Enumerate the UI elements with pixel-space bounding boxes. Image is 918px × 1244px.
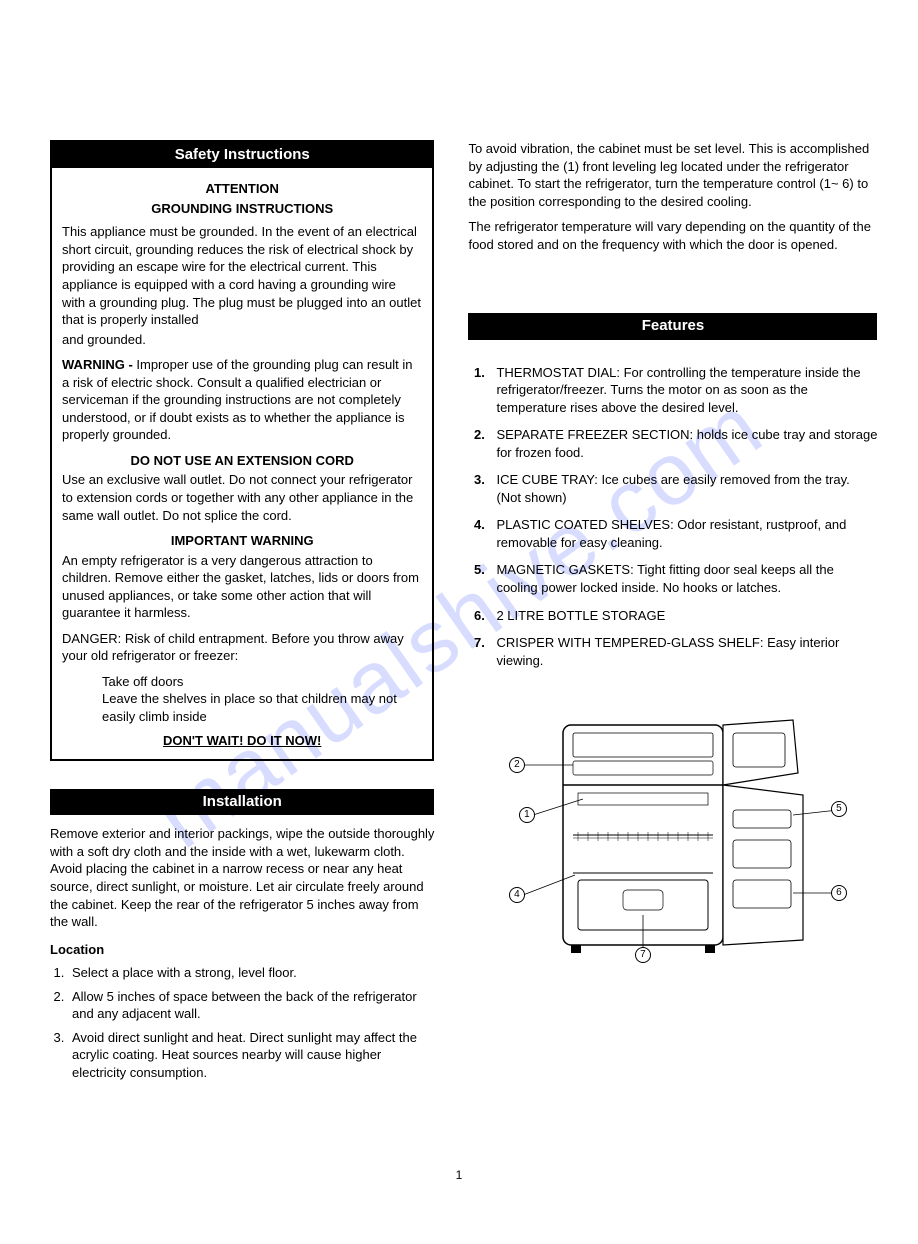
feature-item-4: PLASTIC COATED SHELVES: Odor resistant, … (488, 516, 877, 551)
location-item-3: Avoid direct sunlight and heat. Direct s… (68, 1029, 434, 1082)
feature-list: THERMOSTAT DIAL: For controlling the tem… (468, 364, 877, 670)
ext-cord-text: Use an exclusive wall outlet. Do not con… (62, 471, 422, 524)
action-list: Take off doors Leave the shelves in plac… (62, 673, 422, 726)
installation-para1: Remove exterior and interior packings, w… (50, 825, 434, 930)
feature-item-1: THERMOSTAT DIAL: For controlling the tem… (488, 364, 877, 417)
diagram-svg (493, 715, 853, 965)
feature-item-7: CRISPER WITH TEMPERED-GLASS SHELF: Easy … (488, 634, 877, 669)
safety-para1b: and grounded. (62, 331, 422, 349)
feature-item-5: MAGNETIC GASKETS: Tight fitting door sea… (488, 561, 877, 596)
right-para1: To avoid vibration, the cabinet must be … (468, 140, 877, 210)
location-item-1: Select a place with a strong, level floo… (68, 964, 434, 982)
safety-para1: This appliance must be grounded. In the … (62, 223, 422, 328)
installation-header: Installation (50, 789, 434, 815)
location-list: Select a place with a strong, level floo… (50, 964, 434, 1081)
ext-cord-title: DO NOT USE AN EXTENSION CORD (62, 452, 422, 470)
safety-box: Safety Instructions ATTENTION GROUNDING … (50, 140, 434, 761)
safety-warning: WARNING - Improper use of the grounding … (62, 356, 422, 444)
right-para2: The refrigerator temperature will vary d… (468, 218, 877, 253)
page-content: Safety Instructions ATTENTION GROUNDING … (50, 140, 868, 1087)
action-item-2: Leave the shelves in place so that child… (102, 690, 422, 725)
left-column: Safety Instructions ATTENTION GROUNDING … (50, 140, 434, 1087)
danger-text: DANGER: Risk of child entrapment. Before… (62, 630, 422, 665)
location-item-2: Allow 5 inches of space between the back… (68, 988, 434, 1023)
safety-header: Safety Instructions (52, 142, 432, 168)
warning-label: WARNING - (62, 357, 136, 372)
action-item-1: Take off doors (102, 673, 422, 691)
refrigerator-diagram: 2 1 4 5 6 7 (493, 715, 853, 965)
feature-item-2: SEPARATE FREEZER SECTION: holds ice cube… (488, 426, 877, 461)
right-column: To avoid vibration, the cabinet must be … (468, 140, 877, 1087)
features-header: Features (468, 313, 877, 339)
diagram-wrap: 2 1 4 5 6 7 (468, 715, 877, 965)
imp-warn-text: An empty refrigerator is a very dangerou… (62, 552, 422, 622)
page-number: 1 (50, 1167, 868, 1183)
feature-item-6: 2 LITRE BOTTLE STORAGE (488, 607, 877, 625)
imp-warn-title: IMPORTANT WARNING (62, 532, 422, 550)
do-it-now: DON'T WAIT! DO IT NOW! (62, 732, 422, 750)
grounding-title: GROUNDING INSTRUCTIONS (62, 200, 422, 218)
attention-label: ATTENTION (62, 180, 422, 198)
location-title: Location (50, 941, 434, 959)
feature-item-3: ICE CUBE TRAY: Ice cubes are easily remo… (488, 471, 877, 506)
